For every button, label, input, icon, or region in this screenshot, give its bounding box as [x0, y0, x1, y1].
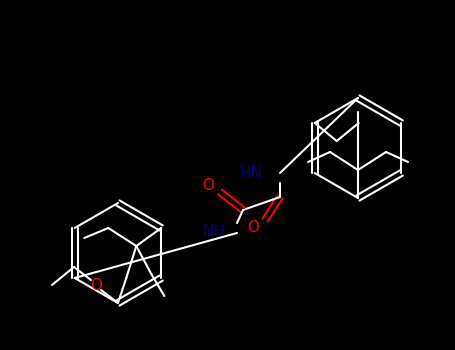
- Text: HN: HN: [239, 167, 262, 182]
- Text: O: O: [247, 220, 259, 236]
- Text: NH: NH: [202, 224, 225, 239]
- Text: O: O: [90, 278, 102, 293]
- Text: O: O: [202, 178, 214, 194]
